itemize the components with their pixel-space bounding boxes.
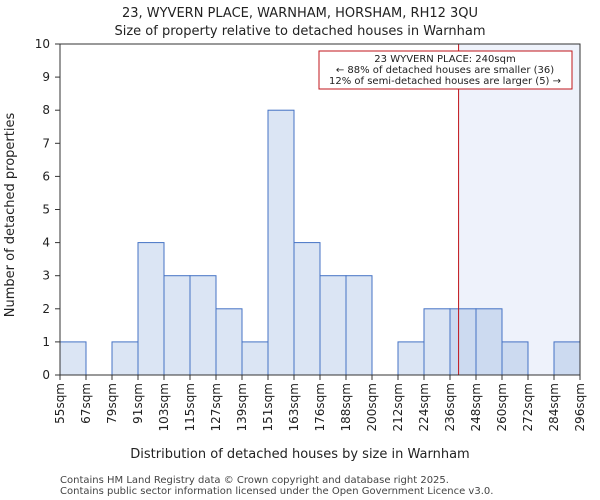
y-tick-label-5: 5 bbox=[42, 203, 50, 217]
y-tick-label-8: 8 bbox=[42, 103, 50, 117]
bar-176sqm bbox=[319, 275, 347, 376]
y-tick-label-7: 7 bbox=[42, 136, 50, 150]
x-tick-label-212sqm: 212sqm bbox=[391, 383, 405, 431]
y-tick-label-4: 4 bbox=[42, 236, 50, 250]
y-axis-ticks: 0 1 2 3 4 5 6 7 8 9 10 bbox=[35, 37, 60, 382]
bar-163sqm bbox=[293, 242, 321, 376]
bar-91sqm bbox=[137, 242, 165, 376]
x-tick-label-296sqm: 296sqm bbox=[573, 383, 587, 431]
bar-151sqm bbox=[267, 109, 295, 376]
x-tick-label-200sqm: 200sqm bbox=[365, 383, 379, 431]
bar-127sqm bbox=[215, 308, 243, 376]
footer-line2: Contains public sector information licen… bbox=[60, 486, 493, 497]
x-tick-label-91sqm: 91sqm bbox=[131, 383, 145, 424]
x-tick-label-139sqm: 139sqm bbox=[235, 383, 249, 431]
x-tick-label-248sqm: 248sqm bbox=[469, 383, 483, 431]
y-tick-label-10: 10 bbox=[35, 37, 50, 51]
x-tick-label-163sqm: 163sqm bbox=[287, 383, 301, 431]
bar-236sqm bbox=[449, 308, 477, 376]
y-tick-label-0: 0 bbox=[42, 368, 50, 382]
y-tick-label-1: 1 bbox=[42, 335, 50, 349]
x-tick-label-260sqm: 260sqm bbox=[495, 383, 509, 431]
x-tick-label-79sqm: 79sqm bbox=[105, 383, 119, 424]
x-tick-label-224sqm: 224sqm bbox=[417, 383, 431, 431]
x-tick-label-188sqm: 188sqm bbox=[339, 383, 353, 431]
annotation-box: 23 WYVERN PLACE: 240sqm ← 88% of detache… bbox=[318, 50, 573, 90]
footer-line1: Contains HM Land Registry data © Crown c… bbox=[60, 475, 449, 486]
x-tick-label-284sqm: 284sqm bbox=[547, 383, 561, 431]
bar-284sqm bbox=[553, 341, 581, 376]
y-axis-label: Number of detached properties bbox=[3, 113, 18, 318]
chart-title-line2: Size of property relative to detached ho… bbox=[114, 24, 485, 39]
x-tick-label-67sqm: 67sqm bbox=[79, 383, 93, 424]
chart-title-line1: 23, WYVERN PLACE, WARNHAM, HORSHAM, RH12… bbox=[122, 6, 478, 21]
bar-79sqm bbox=[111, 341, 139, 376]
bar-212sqm bbox=[397, 341, 425, 376]
x-tick-label-103sqm: 103sqm bbox=[157, 383, 171, 431]
y-tick-label-9: 9 bbox=[42, 70, 50, 84]
x-tick-label-272sqm: 272sqm bbox=[521, 383, 535, 431]
bar-224sqm bbox=[423, 308, 451, 376]
bar-260sqm bbox=[501, 341, 529, 376]
y-tick-label-6: 6 bbox=[42, 169, 50, 183]
bars-group bbox=[59, 109, 581, 376]
x-tick-label-115sqm: 115sqm bbox=[183, 383, 197, 431]
x-tick-label-236sqm: 236sqm bbox=[443, 383, 457, 431]
x-tick-label-151sqm: 151sqm bbox=[261, 383, 275, 431]
annotation-line3: 12% of semi-detached houses are larger (… bbox=[329, 76, 561, 87]
bar-115sqm bbox=[189, 275, 217, 376]
y-tick-label-2: 2 bbox=[42, 302, 50, 316]
x-tick-label-127sqm: 127sqm bbox=[209, 383, 223, 431]
x-axis-label: Distribution of detached houses by size … bbox=[130, 447, 469, 462]
x-tick-label-55sqm: 55sqm bbox=[53, 383, 67, 424]
y-tick-label-3: 3 bbox=[42, 269, 50, 283]
bar-103sqm bbox=[163, 275, 191, 376]
x-tick-label-176sqm: 176sqm bbox=[313, 383, 327, 431]
annotation-line2: ← 88% of detached houses are smaller (36… bbox=[336, 65, 554, 76]
annotation-line1: 23 WYVERN PLACE: 240sqm bbox=[374, 54, 515, 65]
bar-248sqm bbox=[475, 308, 503, 376]
bar-55sqm bbox=[59, 341, 87, 376]
bar-139sqm bbox=[241, 341, 269, 376]
bar-188sqm bbox=[345, 275, 373, 376]
x-axis-ticks: 55sqm 67sqm 79sqm 91sqm 103sqm 115sqm 127sqm 13… bbox=[53, 375, 587, 431]
